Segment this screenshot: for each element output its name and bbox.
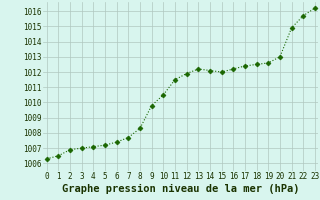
X-axis label: Graphe pression niveau de la mer (hPa): Graphe pression niveau de la mer (hPa) [62,184,300,194]
